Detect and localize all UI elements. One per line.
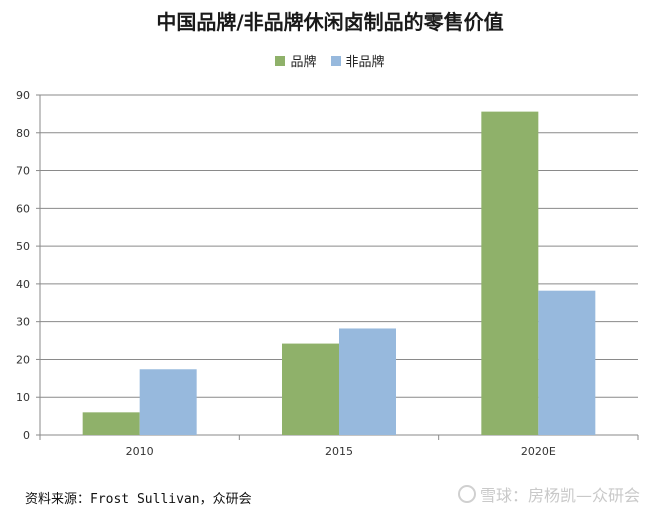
y-tick-label: 0	[23, 429, 30, 442]
x-tick-label: 2020E	[521, 445, 556, 458]
watermark-text: 雪球：房杨凯—众研会	[479, 486, 640, 505]
y-tick-label: 40	[16, 278, 30, 291]
bar-brand	[282, 343, 339, 435]
y-tick-label: 30	[16, 316, 30, 329]
legend-swatch-brand	[275, 55, 286, 66]
bar-brand	[82, 412, 140, 435]
y-tick-label: 50	[16, 240, 30, 253]
chart-title: 中国品牌/非品牌休闲卤制品的零售价值	[156, 10, 504, 34]
legend: 品牌 非品牌	[0, 51, 660, 70]
snowball-logo-icon	[457, 485, 476, 503]
bar-nonbrand	[139, 369, 197, 435]
bar-nonbrand	[538, 290, 596, 435]
x-tick-label: 2010	[126, 445, 154, 458]
bar-brand	[481, 111, 539, 435]
watermark: 雪球：房杨凯—众研会	[457, 482, 640, 506]
legend-item-nonbrand: 非品牌	[330, 51, 385, 70]
source-note: 资料来源：Frost Sullivan，众研会	[25, 492, 252, 507]
y-tick-label: 90	[16, 89, 30, 102]
legend-label-brand: 品牌	[290, 55, 317, 70]
x-tick-label: 2015	[325, 445, 353, 458]
y-tick-label: 10	[16, 391, 30, 404]
bar-nonbrand	[339, 328, 396, 435]
legend-swatch-nonbrand	[330, 55, 341, 66]
legend-label-nonbrand: 非品牌	[345, 55, 385, 70]
legend-item-brand: 品牌	[275, 51, 317, 70]
y-tick-label: 80	[16, 127, 30, 140]
bar-chart: 0 10 20 30 40 50 60 70 80 90 2010 2015 2020E	[16, 89, 639, 458]
y-tick-label: 20	[16, 353, 30, 366]
y-tick-label: 70	[16, 165, 30, 178]
y-tick-label: 60	[16, 202, 30, 215]
